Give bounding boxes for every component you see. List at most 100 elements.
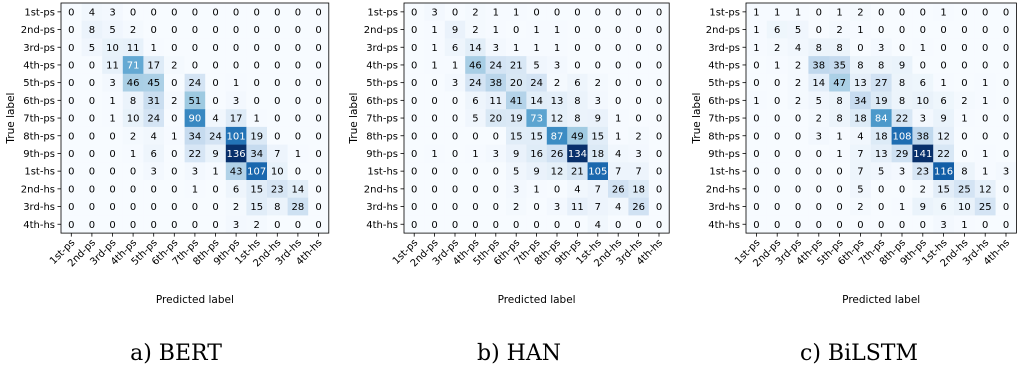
heatmap-cell: [587, 56, 609, 75]
heatmap-cell: [526, 73, 548, 92]
y-tick-label: 4th-hs: [366, 220, 398, 231]
heatmap-cell: [526, 38, 548, 57]
cell-value-label: 0: [411, 184, 417, 195]
heatmap-cell: [122, 3, 144, 21]
heatmap-cell: [628, 180, 650, 198]
cell-value-label: 0: [109, 220, 115, 231]
heatmap-cell: [912, 20, 934, 39]
cell-value-label: 0: [635, 60, 641, 71]
heatmap-cell: [546, 20, 568, 39]
heatmap-cell: [485, 56, 507, 75]
cell-value-label: 0: [315, 167, 321, 178]
heatmap-cell: [143, 3, 165, 21]
cell-value-label: 0: [130, 202, 136, 213]
cell-value-label: 0: [940, 43, 946, 54]
cell-value-label: 7: [595, 184, 601, 195]
cell-value-label: 0: [315, 78, 321, 89]
cell-value-label: 0: [295, 7, 301, 18]
cell-value-label: 0: [233, 43, 239, 54]
cell-value-label: 0: [212, 60, 218, 71]
cell-value-label: 0: [472, 184, 478, 195]
heatmap-cell: [954, 20, 976, 39]
y-tick-label: 3rd-ps: [366, 43, 398, 54]
cell-value-label: 0: [411, 96, 417, 107]
cell-value-label: 2: [920, 184, 926, 195]
y-tick-label: 9th-ps: [708, 149, 740, 160]
cell-value-label: 1: [774, 7, 780, 18]
cell-value-label: 0: [109, 167, 115, 178]
cell-value-label: 0: [274, 114, 280, 125]
heatmap-cell: [308, 126, 330, 145]
cell-value-label: 0: [130, 220, 136, 231]
panel-caption: b) HAN: [477, 341, 561, 366]
cell-value-label: 1: [899, 202, 905, 213]
y-tick-label: 8th-ps: [366, 131, 398, 142]
cell-value-label: 0: [431, 78, 437, 89]
heatmap-cell: [444, 215, 466, 234]
cell-value-label: 10: [127, 114, 140, 125]
cell-value-label: 0: [1003, 60, 1009, 71]
cell-value-label: 7: [857, 149, 863, 160]
heatmap-cell: [808, 91, 830, 110]
cell-value-label: 0: [656, 220, 662, 231]
heatmap-cell: [225, 197, 247, 216]
cell-value-label: 1: [533, 184, 539, 195]
cell-value-label: 11: [127, 43, 140, 54]
heatmap-cell: [933, 144, 955, 163]
heatmap-cell: [465, 3, 486, 21]
heatmap-cell: [891, 20, 913, 39]
heatmap-cell: [205, 91, 227, 110]
y-axis-label: True label: [5, 93, 17, 145]
heatmap-cell: [628, 73, 650, 92]
cell-value-label: 14: [530, 96, 543, 107]
cell-value-label: 4: [615, 149, 621, 160]
heatmap-cell: [267, 215, 288, 234]
heatmap-cell: [205, 3, 227, 21]
heatmap-cell: [891, 144, 913, 163]
y-tick-label: 2nd-hs: [364, 184, 398, 195]
cell-value-label: 87: [551, 131, 564, 142]
heatmap-cell: [246, 91, 268, 110]
heatmap-cell: [485, 162, 507, 181]
cell-value-label: 38: [812, 60, 825, 71]
cell-value-label: 105: [588, 167, 607, 178]
cell-value-label: 0: [1003, 149, 1009, 160]
heatmap-cell: [184, 162, 206, 181]
cell-value-label: 1: [295, 149, 301, 160]
cell-value-label: 0: [171, 202, 177, 213]
cell-value-label: 8: [574, 96, 580, 107]
heatmap-cell: [246, 215, 268, 234]
heatmap-cell: [485, 126, 507, 145]
cell-value-label: 0: [1003, 78, 1009, 89]
cell-value-label: 0: [635, 43, 641, 54]
cell-value-label: 29: [896, 149, 909, 160]
cell-value-label: 8: [961, 167, 967, 178]
heatmap-cell: [746, 56, 768, 75]
cell-value-label: 0: [431, 114, 437, 125]
cell-value-label: 24: [489, 60, 502, 71]
y-tick-label: 6th-ps: [708, 96, 740, 107]
cell-value-label: 0: [130, 167, 136, 178]
heatmap-cell: [444, 162, 466, 181]
heatmap-cell: [102, 20, 124, 39]
heatmap-cell: [974, 73, 996, 92]
heatmap-cell: [628, 162, 650, 181]
cell-value-label: 3: [233, 220, 239, 231]
heatmap-cell: [608, 180, 629, 198]
cell-value-label: 15: [250, 202, 263, 213]
cell-value-label: 0: [574, 60, 580, 71]
heatmap-cell: [164, 197, 185, 216]
cell-value-label: 6: [774, 25, 780, 36]
cell-value-label: 0: [68, 131, 74, 142]
cell-value-label: 4: [89, 7, 95, 18]
heatmap-cell: [974, 215, 996, 234]
cell-value-label: 1: [982, 167, 988, 178]
cell-value-label: 0: [192, 25, 198, 36]
cell-value-label: 0: [411, 131, 417, 142]
heatmap-cell: [122, 20, 144, 39]
cell-value-label: 0: [472, 131, 478, 142]
cell-value-label: 5: [857, 184, 863, 195]
cell-value-label: 2: [857, 202, 863, 213]
heatmap-cell: [870, 162, 892, 181]
heatmap-cell: [404, 126, 425, 145]
